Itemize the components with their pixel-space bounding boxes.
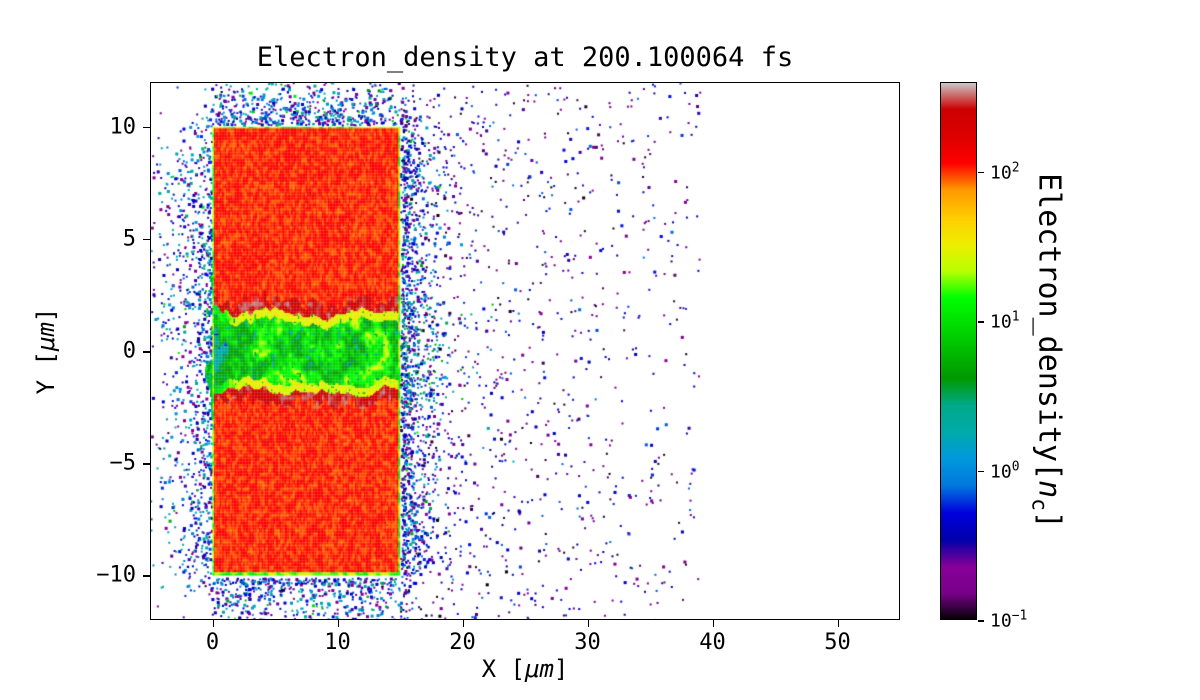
x-tick-label: 50 (824, 630, 851, 655)
y-tick-label: 5 (122, 226, 136, 252)
colorbar-tick-exponent: 0 (1011, 459, 1020, 475)
y-tick-mark (143, 463, 150, 465)
colorbar-tick-label: 100 (990, 459, 1020, 482)
x-tick-mark (712, 620, 714, 627)
colorbar-tick-label: 102 (990, 160, 1020, 183)
x-axis-label: X [μm] (150, 655, 900, 683)
colorbar-tick-label: 10−1 (990, 609, 1027, 632)
x-tick-mark (337, 620, 339, 627)
y-tick-label: −10 (96, 562, 136, 588)
y-tick-label: 0 (122, 338, 136, 364)
y-tick-mark (143, 351, 150, 353)
y-tick-label: −5 (109, 450, 137, 476)
y-axis-label: Y [μm] (32, 308, 60, 395)
x-tick-label: 20 (449, 630, 476, 655)
x-tick-mark (462, 620, 464, 627)
x-tick-label: 10 (324, 630, 351, 655)
colorbar-tick-exponent: 2 (1011, 160, 1020, 176)
colorbar-tick-mark (978, 321, 984, 323)
colorbar-tick-mark (978, 470, 984, 473)
y-tick-mark (143, 126, 150, 129)
colorbar-label-prefix: Electron_density[ (1031, 173, 1067, 481)
colorbar-tick-mark (978, 171, 984, 174)
colorbar-canvas (940, 82, 977, 620)
colorbar-label-suffix: ] (1031, 510, 1067, 529)
colorbar-tick-label: 101 (990, 310, 1020, 333)
colorbar-label: Electron_density[nc] (1028, 173, 1067, 529)
colorbar-tick-exponent: −1 (1011, 608, 1028, 624)
colorbar-tick-base: 10 (990, 610, 1012, 632)
x-axis-unit: μm (525, 655, 554, 683)
x-tick-mark (587, 620, 589, 627)
y-axis-label-prefix: Y [ (32, 351, 60, 395)
x-axis-label-suffix: ] (553, 655, 569, 683)
colorbar-tick-base: 10 (990, 311, 1012, 333)
x-tick-mark (837, 620, 839, 627)
y-axis-unit: μm (32, 322, 60, 351)
x-tick-label: 0 (205, 630, 220, 655)
y-tick-mark (143, 238, 150, 241)
heatmap-canvas (150, 82, 900, 620)
colorbar-tick-mark (978, 620, 984, 622)
x-tick-label: 40 (699, 630, 726, 655)
colorbar-label-subscript: c (1027, 498, 1052, 511)
colorbar-tick-base: 10 (990, 162, 1012, 184)
y-tick-mark (143, 575, 150, 577)
y-axis-label-suffix: ] (32, 307, 60, 323)
x-axis-label-prefix: X [ (481, 655, 525, 683)
x-tick-mark (212, 620, 214, 627)
colorbar-label-symbol: n (1031, 480, 1067, 499)
x-tick-label: 30 (574, 630, 601, 655)
colorbar-tick-base: 10 (990, 461, 1012, 483)
colorbar-tick-exponent: 1 (1011, 309, 1020, 325)
plot-title: Electron_density at 200.100064 fs (256, 42, 794, 73)
y-tick-label: 10 (109, 114, 137, 140)
